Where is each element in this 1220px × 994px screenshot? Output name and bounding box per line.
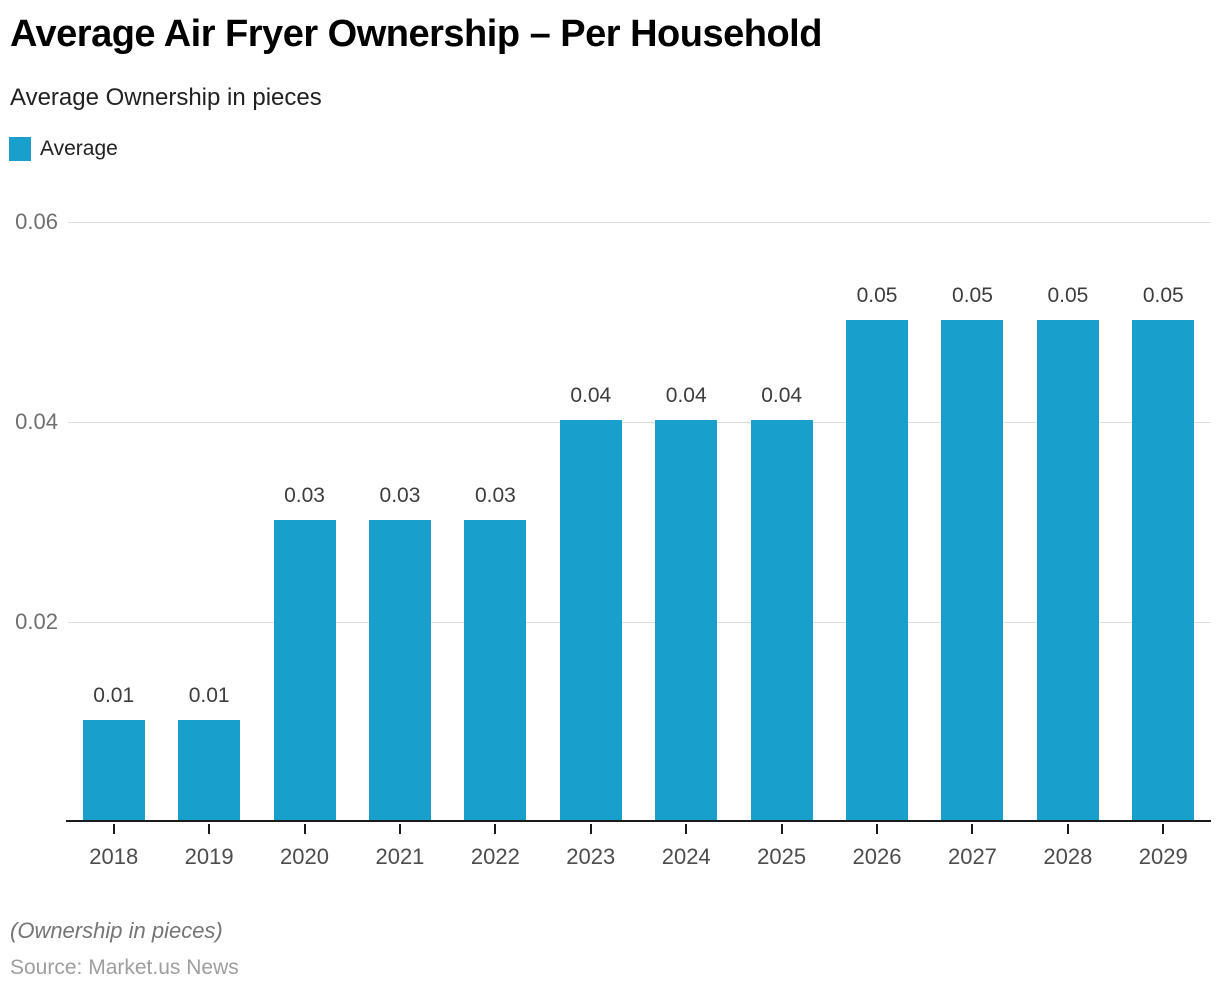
axis-tick <box>685 824 688 834</box>
axis-tick <box>971 824 974 834</box>
bar-value-label: 0.01 <box>93 684 135 707</box>
legend-swatch <box>9 137 31 161</box>
chart-subtitle: Average Ownership in pieces <box>10 84 322 111</box>
bar <box>178 720 241 820</box>
axis-tick <box>303 824 306 834</box>
x-axis-label: 2023 <box>566 844 616 869</box>
bar <box>941 320 1004 820</box>
x-axis-label: 2029 <box>1138 844 1188 869</box>
x-axis-label: 2026 <box>852 844 902 869</box>
chart-title: Average Air Fryer Ownership – Per Househ… <box>10 13 822 55</box>
bar-value-label: 0.05 <box>1142 284 1184 307</box>
axis-tick <box>494 824 497 834</box>
gridline <box>68 622 1211 623</box>
bar-value-label: 0.01 <box>188 684 230 707</box>
axis-tick <box>112 824 115 834</box>
axis-tick <box>398 824 401 834</box>
bar-value-label: 0.05 <box>952 284 993 307</box>
gridline <box>68 422 1211 423</box>
bar <box>368 520 431 820</box>
axis-tick <box>208 824 211 834</box>
plot-area: 0.01 0.01 0.03 0.03 0.03 0.04 0.04 0.04 0.05 0.05… <box>66 222 1211 822</box>
x-axis-label: 2020 <box>280 844 329 869</box>
footnote: (Ownership in pieces) <box>10 918 223 943</box>
y-axis-label: 0.04 <box>15 409 58 434</box>
x-axis-label: 2021 <box>375 844 425 869</box>
bar <box>655 420 718 820</box>
y-axis: 0.02 0.04 0.06 <box>0 209 58 822</box>
x-axis-label: 2022 <box>470 844 520 869</box>
x-axis-label: 2019 <box>184 844 234 869</box>
y-axis-label: 0.02 <box>15 609 58 634</box>
x-axis-label: 2018 <box>89 844 139 869</box>
axis-tick <box>589 824 592 834</box>
axis-tick <box>876 824 879 834</box>
axis-tick <box>1162 824 1165 834</box>
bar <box>846 320 909 820</box>
bar-value-label: 0.03 <box>379 484 421 507</box>
x-axis-label: 2027 <box>947 844 997 869</box>
gridline <box>68 222 1211 223</box>
bar-value-label: 0.04 <box>665 384 707 407</box>
bar-value-label: 0.04 <box>570 384 612 407</box>
chart: 0.01 0.01 0.03 0.03 0.03 0.04 0.04 0.04 0.05 0.05… <box>66 222 1211 882</box>
axis-tick <box>1066 824 1069 834</box>
bar-value-label: 0.05 <box>856 284 898 307</box>
legend: Average <box>9 137 118 161</box>
bar <box>464 520 527 820</box>
bar <box>1132 320 1195 820</box>
bar <box>273 520 336 820</box>
legend-label: Average <box>40 137 118 160</box>
bar-value-label: 0.03 <box>474 484 516 507</box>
axis-tick <box>780 824 783 834</box>
bar-value-label: 0.04 <box>761 384 803 407</box>
x-axis-label: 2024 <box>661 844 711 869</box>
bar <box>1036 320 1099 820</box>
y-axis-label: 0.06 <box>15 209 58 234</box>
x-axis-label: 2028 <box>1043 844 1093 869</box>
bar <box>750 420 813 820</box>
bar-value-label: 0.03 <box>284 484 325 507</box>
bar-value-label: 0.05 <box>1047 284 1089 307</box>
source-text: Source: Market.us News <box>10 956 239 979</box>
bar <box>559 420 622 820</box>
bar <box>82 720 145 820</box>
x-axis-label: 2025 <box>757 844 807 869</box>
